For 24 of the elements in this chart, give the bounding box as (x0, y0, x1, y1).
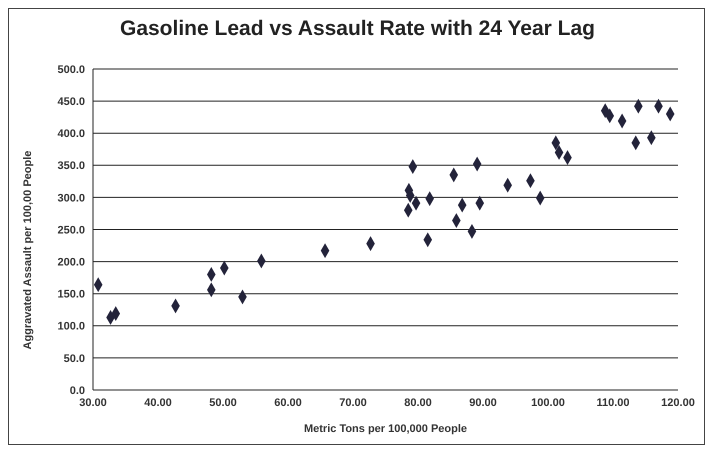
y-tick-label: 250.0 (57, 224, 85, 236)
y-tick-label: 500.0 (57, 64, 85, 76)
x-tick-label: 50.00 (209, 396, 237, 409)
x-tick-label: 40.00 (144, 396, 172, 409)
x-tick-label: 100.00 (531, 396, 565, 409)
y-tick-label: 400.0 (57, 128, 85, 140)
x-tick-label: 110.00 (596, 396, 630, 409)
y-tick-label: 0.0 (70, 384, 85, 397)
x-tick-label: 120.00 (661, 396, 695, 409)
y-tick-label: 100.0 (57, 320, 85, 333)
y-tick-label: 300.0 (57, 192, 85, 204)
y-tick-label: 200.0 (57, 256, 85, 269)
x-tick-label: 30.00 (79, 396, 107, 409)
y-axis-title: Aggravated Assault per 100,00 People (22, 150, 34, 350)
x-tick-label: 70.00 (339, 396, 367, 409)
chart-title: Gasoline Lead vs Assault Rate with 24 Year Lag (118, 17, 596, 41)
x-tick-label: 80.00 (404, 396, 432, 409)
x-tick-label: 60.00 (274, 396, 302, 409)
y-tick-label: 350.0 (57, 160, 85, 172)
y-tick-label: 50.0 (64, 352, 85, 365)
y-tick-label: 150.0 (57, 288, 85, 301)
x-axis-title: Metric Tons per 100,000 People (304, 423, 468, 435)
x-tick-label: 90.00 (469, 396, 497, 409)
y-tick-label: 450.0 (57, 96, 85, 108)
